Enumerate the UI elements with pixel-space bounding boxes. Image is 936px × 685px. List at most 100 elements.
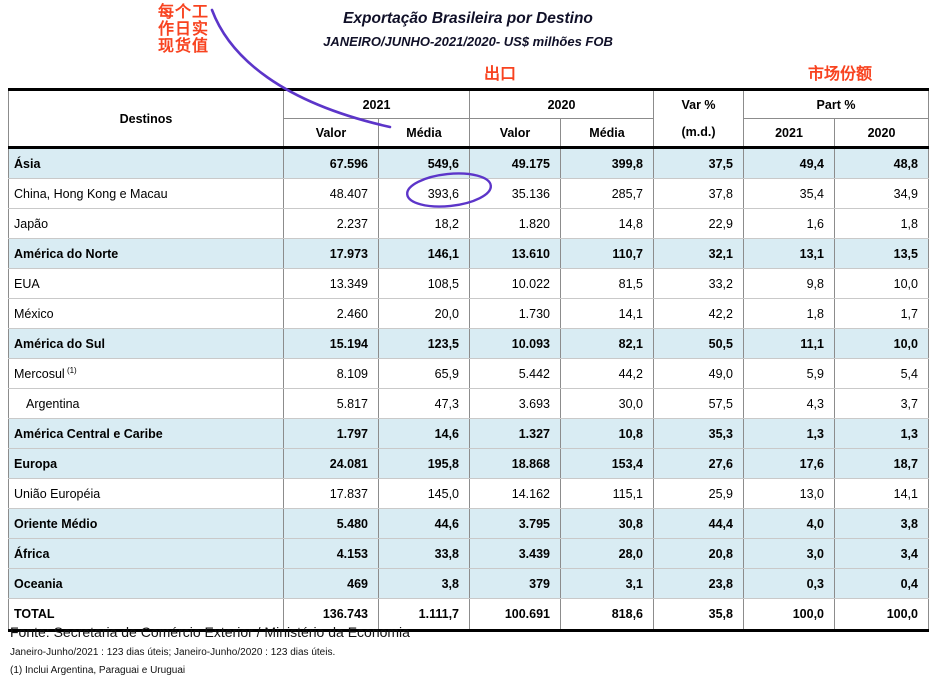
value-cell: 5,9: [743, 358, 835, 389]
value-cell: 108,5: [378, 268, 470, 299]
col-header-part-2020: 2020: [834, 118, 929, 148]
value-cell: 13,0: [743, 478, 835, 509]
value-cell: 57,5: [653, 388, 744, 419]
value-cell: 4,0: [743, 508, 835, 539]
table-row: México 2.460 20,0 1.730 14,1 42,2 1,8 1,7: [8, 298, 929, 329]
col-group-2020: 2020: [469, 89, 654, 119]
destination-label: Oriente Médio: [8, 508, 284, 539]
value-cell: 1,8: [743, 298, 835, 329]
destination-label: TOTAL: [8, 598, 284, 631]
value-cell: 4,3: [743, 388, 835, 419]
value-cell: 110,7: [560, 238, 654, 269]
destination-label: América do Norte: [8, 238, 284, 269]
value-cell: 1,3: [834, 418, 929, 449]
value-cell: 5.480: [283, 508, 379, 539]
value-cell: 123,5: [378, 328, 470, 359]
value-cell: 44,6: [378, 508, 470, 539]
value-cell: 33,2: [653, 268, 744, 299]
value-cell: 34,9: [834, 178, 929, 209]
exports-table: Destinos 2021 2020 Var % (m.d.) Part % V…: [8, 88, 929, 632]
value-cell: 1,8: [834, 208, 929, 239]
table-row: Japão 2.237 18,2 1.820 14,8 22,9 1,6 1,8: [8, 208, 929, 239]
value-cell: 10.022: [469, 268, 561, 299]
value-cell: 8.109: [283, 358, 379, 389]
value-cell: 10.093: [469, 328, 561, 359]
header-row-groups: Destinos 2021 2020 Var % (m.d.) Part %: [8, 89, 929, 148]
value-cell: 18.868: [469, 448, 561, 479]
chinese-note-exports: 出口: [483, 66, 516, 83]
destination-label: Japão: [8, 208, 284, 239]
chinese-note-line: 作日实: [158, 21, 210, 38]
destination-label: União Européia: [8, 478, 284, 509]
value-cell: 23,8: [653, 568, 744, 599]
value-cell: 115,1: [560, 478, 654, 509]
value-cell: 18,7: [834, 448, 929, 479]
value-cell: 0,4: [834, 568, 929, 599]
value-cell: 22,9: [653, 208, 744, 239]
value-cell: 20,0: [378, 298, 470, 329]
value-cell: 2.237: [283, 208, 379, 239]
value-cell: 82,1: [560, 328, 654, 359]
value-cell: 49,0: [653, 358, 744, 389]
col-header-valor-2021: Valor: [283, 118, 379, 148]
value-cell: 2.460: [283, 298, 379, 329]
col-header-destinos: Destinos: [8, 89, 284, 148]
table-row: América do Norte 17.973 146,1 13.610 110,7 32…: [8, 238, 929, 269]
destination-label: América do Sul: [8, 328, 284, 359]
value-cell: 25,9: [653, 478, 744, 509]
value-cell: 10,0: [834, 328, 929, 359]
value-cell: 50,5: [653, 328, 744, 359]
value-cell: 13,5: [834, 238, 929, 269]
destination-label: Mercosul (1): [8, 358, 284, 389]
value-cell: 18,2: [378, 208, 470, 239]
value-cell: 3,8: [834, 508, 929, 539]
value-cell: 47,3: [378, 388, 470, 419]
value-cell: 14,1: [834, 478, 929, 509]
value-cell: 285,7: [560, 178, 654, 209]
value-cell: 48.407: [283, 178, 379, 209]
value-cell: 14,6: [378, 418, 470, 449]
value-cell: 28,0: [560, 538, 654, 569]
value-cell: 48,8: [834, 147, 929, 179]
var-pct-line1: Var %: [681, 97, 716, 112]
value-cell: 1.327: [469, 418, 561, 449]
table-row: América do Sul 15.194 123,5 10.093 82,1 50,5 1…: [8, 328, 929, 359]
report-title: Exportação Brasileira por Destino: [343, 10, 593, 27]
value-cell: 17.837: [283, 478, 379, 509]
value-cell: 14.162: [469, 478, 561, 509]
value-cell: 3.693: [469, 388, 561, 419]
value-cell: 65,9: [378, 358, 470, 389]
value-cell: 44,4: [653, 508, 744, 539]
value-cell: 42,2: [653, 298, 744, 329]
value-cell: 15.194: [283, 328, 379, 359]
value-cell: 3,4: [834, 538, 929, 569]
value-cell: 49.175: [469, 147, 561, 179]
var-pct-line2: (m.d.): [681, 124, 716, 139]
table-row: Ásia 67.596 549,6 49.175 399,8 37,5 49,4 48,8: [8, 147, 929, 179]
value-cell: 44,2: [560, 358, 654, 389]
value-cell: 195,8: [378, 448, 470, 479]
value-cell: 81,5: [560, 268, 654, 299]
value-cell: 35,8: [653, 598, 744, 631]
table-row: China, Hong Kong e Macau 48.407 393,6 35.13…: [8, 178, 929, 209]
value-cell: 17,6: [743, 448, 835, 479]
value-cell: 14,8: [560, 208, 654, 239]
table-row: EUA 13.349 108,5 10.022 81,5 33,2 9,8 10,0: [8, 268, 929, 299]
value-cell: 30,8: [560, 508, 654, 539]
value-cell: 549,6: [378, 147, 470, 179]
value-cell: 49,4: [743, 147, 835, 179]
footnote-mercosul: (1) Inclui Argentina, Paraguai e Uruguai: [10, 665, 186, 676]
exports-table-body: Ásia 67.596 549,6 49.175 399,8 37,5 49,4 48,8 Ch…: [8, 147, 929, 631]
source-line: Fonte: Secretaria de Comércio Exterior /…: [10, 624, 410, 640]
value-cell: 35.136: [469, 178, 561, 209]
value-cell: 153,4: [560, 448, 654, 479]
value-cell: 136.743: [283, 598, 379, 631]
col-header-media-2021: Média: [378, 118, 470, 148]
value-cell: 3.439: [469, 538, 561, 569]
destination-label: México: [8, 298, 284, 329]
value-cell: 9,8: [743, 268, 835, 299]
value-cell: 20,8: [653, 538, 744, 569]
table-row: Mercosul (1) 8.109 65,9 5.442 44,2 49,0 5,9 5,4: [8, 358, 929, 389]
value-cell: 0,3: [743, 568, 835, 599]
